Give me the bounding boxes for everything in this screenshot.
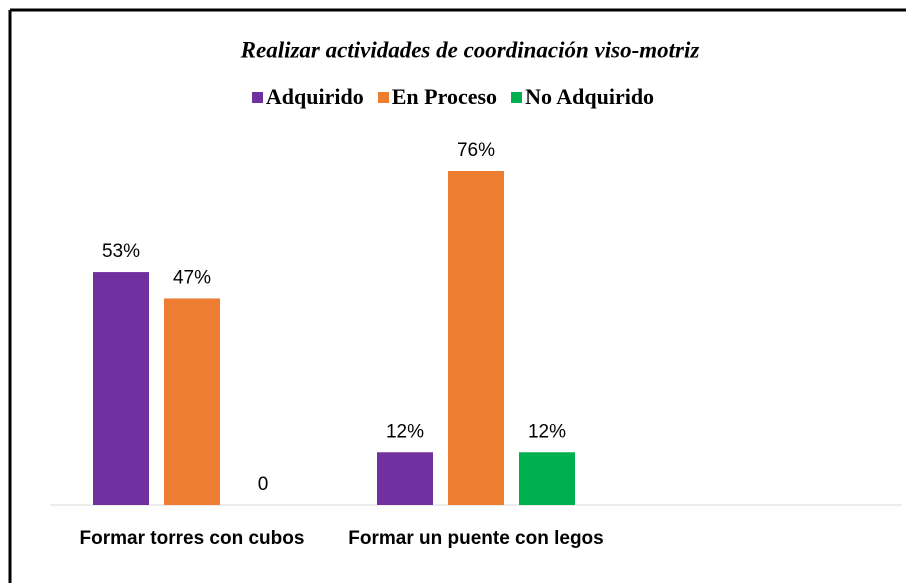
bar: [519, 452, 575, 505]
legend: Adquirido En Proceso No Adquirido: [0, 84, 906, 110]
bar: [93, 272, 149, 505]
bar: [377, 452, 433, 505]
data-label: 76%: [457, 140, 495, 161]
x-tick-label: Formar torres con cubos: [79, 528, 305, 549]
data-label: 12%: [386, 421, 424, 442]
legend-label: No Adquirido: [525, 84, 655, 109]
data-label: 53%: [102, 241, 140, 262]
data-label: 0: [258, 474, 269, 495]
bar: [164, 298, 220, 505]
legend-item: Adquirido: [251, 84, 364, 110]
legend-swatch: [251, 91, 263, 103]
legend-label: En Proceso: [391, 84, 498, 109]
legend-label: Adquirido: [265, 84, 364, 109]
legend-swatch: [511, 91, 523, 103]
data-label: 47%: [173, 267, 211, 288]
bar: [448, 171, 504, 505]
data-label: 12%: [528, 421, 566, 442]
chart-title: Realizar actividades de coordinación vis…: [240, 37, 700, 62]
legend-item: En Proceso: [377, 84, 498, 110]
x-tick-label: Formar un puente con legos: [348, 528, 604, 549]
legend-swatch: [377, 91, 389, 103]
legend-item: No Adquirido: [511, 84, 654, 110]
